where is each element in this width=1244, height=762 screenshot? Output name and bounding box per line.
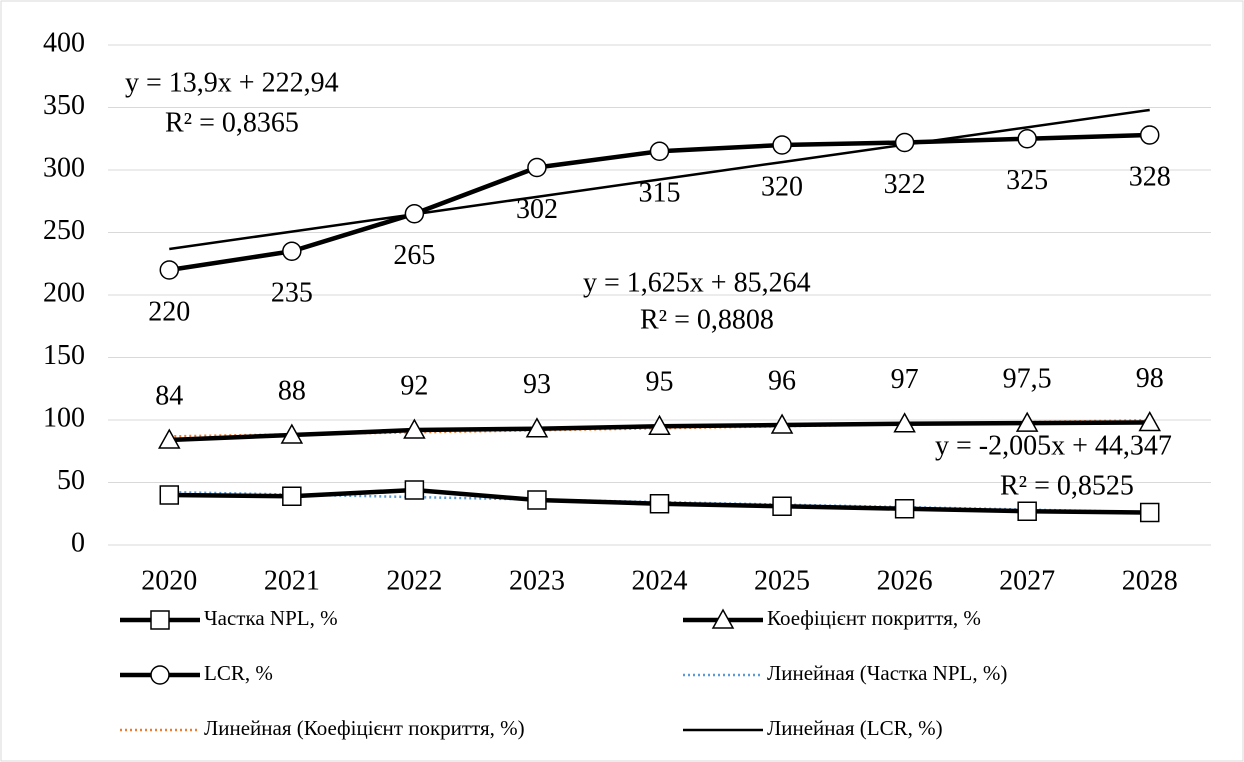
marker-square	[404, 480, 425, 500]
data-label: 328	[1129, 161, 1171, 192]
marker-triangle	[770, 413, 794, 434]
data-label: 322	[884, 169, 926, 200]
y-tick-label: 300	[43, 152, 85, 183]
marker-triangle	[893, 412, 916, 433]
marker-circle	[282, 241, 302, 261]
legend-label: Коефіцієнт покриття, %	[767, 606, 981, 630]
y-tick-label: 400	[43, 27, 85, 58]
x-tick-label: 2028	[1122, 565, 1178, 596]
legend-label: Частка NPL, %	[204, 606, 338, 630]
data-label: 220	[148, 296, 190, 327]
x-tick-label: 2023	[509, 565, 565, 596]
y-tick-label: 250	[43, 215, 85, 246]
x-tick-label: 2022	[386, 565, 442, 596]
marker-triangle	[280, 423, 304, 444]
marker-circle	[1139, 125, 1160, 145]
marker-circle	[150, 665, 170, 685]
marker-square	[159, 485, 180, 505]
y-tick-label: 100	[43, 402, 85, 433]
data-label: 88	[278, 375, 306, 406]
legend-label: Линейная (LCR, %)	[767, 716, 943, 740]
y-tick-label: 150	[43, 340, 85, 371]
x-tick-label: 2026	[877, 565, 933, 596]
x-tick-label: 2025	[754, 565, 810, 596]
data-label: 325	[1006, 165, 1048, 196]
marker-triangle	[1015, 411, 1039, 432]
annotation: y = 13,9x + 222,94	[125, 67, 339, 98]
series-line	[169, 108, 1150, 251]
data-label: 95	[646, 367, 674, 398]
marker-circle	[527, 157, 547, 178]
x-tick-label: 2024	[632, 565, 688, 596]
marker-circle	[772, 135, 792, 155]
marker-square	[1017, 501, 1037, 521]
legend-label: LCR, %	[204, 661, 273, 685]
data-label: 92	[400, 370, 428, 401]
data-label: 315	[639, 178, 681, 209]
data-label: 265	[393, 240, 435, 271]
y-tick-label: 200	[43, 277, 85, 308]
x-tick-label: 2020	[141, 565, 197, 596]
marker-circle	[894, 132, 915, 153]
legend-label: Линейная (Коефіцієнт покриття, %)	[204, 716, 525, 740]
data-label: 93	[523, 369, 551, 400]
marker-triangle	[158, 428, 181, 449]
y-tick-label: 50	[57, 465, 85, 496]
annotation: R² = 0,8525	[1000, 470, 1134, 501]
data-label: 98	[1136, 363, 1164, 394]
marker-triangle	[711, 608, 735, 629]
data-label: 97	[891, 364, 919, 395]
marker-circle	[404, 204, 425, 224]
x-tick-label: 2021	[264, 565, 320, 596]
data-label: 84	[155, 380, 183, 411]
marker-circle	[1017, 129, 1037, 149]
y-tick-label: 0	[71, 527, 85, 558]
marker-triangle	[403, 418, 426, 439]
marker-triangle	[525, 417, 549, 438]
data-label: 302	[516, 194, 558, 225]
annotation: R² = 0,8808	[640, 304, 774, 335]
marker-circle	[159, 260, 180, 280]
y-tick-label: 350	[43, 90, 85, 121]
marker-square	[649, 494, 670, 514]
annotation: y = 1,625x + 85,264	[583, 267, 811, 298]
marker-square	[150, 610, 170, 630]
marker-triangle	[1138, 410, 1161, 432]
annotation: y = -2,005x + 44,347	[935, 430, 1172, 461]
data-label: 235	[271, 278, 313, 309]
marker-circle	[649, 141, 670, 161]
data-label: 320	[761, 171, 803, 202]
x-tick-label: 2027	[999, 565, 1055, 596]
marker-square	[1139, 502, 1160, 523]
marker-triangle	[648, 414, 671, 435]
legend-label: Линейная (Частка NPL, %)	[767, 661, 1007, 685]
marker-square	[772, 496, 792, 516]
marker-square	[527, 490, 547, 510]
data-label: 97,5	[1003, 364, 1052, 395]
data-label: 96	[768, 365, 796, 396]
annotation: R² = 0,8365	[165, 107, 299, 138]
marker-square	[282, 486, 302, 506]
marker-square	[894, 499, 915, 519]
